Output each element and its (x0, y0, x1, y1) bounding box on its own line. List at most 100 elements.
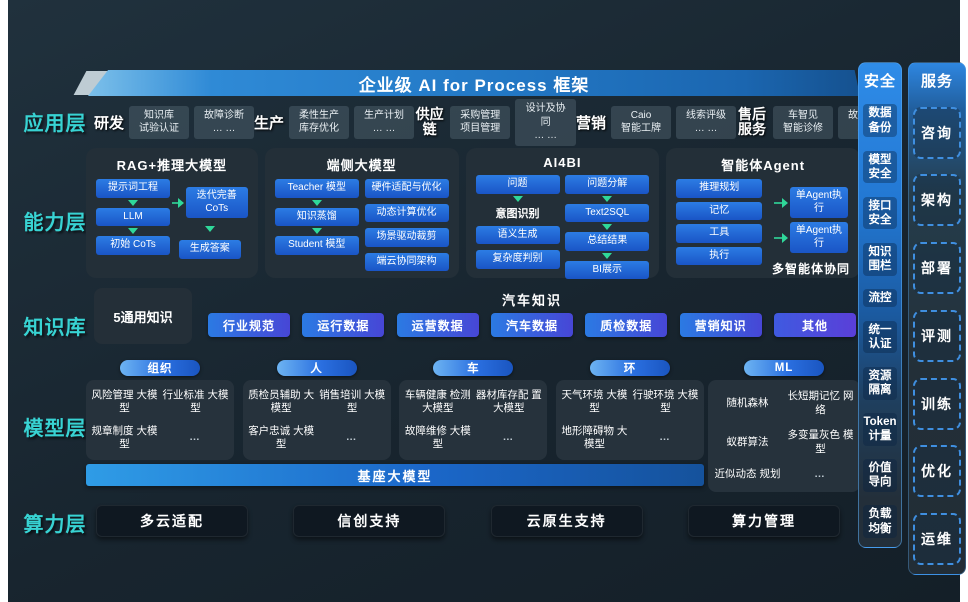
compute-item: 信创支持 (293, 505, 446, 537)
model-item: 天气环境 大模型 (561, 388, 628, 414)
security-item: Token计量 (863, 412, 897, 446)
security-column: 安全 数据备份 模型安全 接口安全 知识围栏 流控 统一认证 资源隔离 Toke… (858, 62, 902, 548)
security-item: 模型安全 (863, 150, 897, 184)
model-column-box: 风险管理 大模型 行业标准 大模型 规章制度 大模型 … (86, 380, 234, 460)
app-group-marketing: 营销 Caio 智能工牌 线索评级 … … (576, 99, 737, 146)
model-item-more: … (189, 431, 202, 444)
flow-chip: 单Agent执行 (789, 222, 848, 253)
knowledge-chip: 行业规范 (208, 313, 290, 337)
app-group-label: 售后服务 (738, 105, 767, 138)
page-title: 企业级 AI for Process 框架 (358, 75, 590, 95)
service-item: 评测 (913, 309, 961, 362)
model-item: 随机森林 (726, 396, 769, 409)
cap-box-ai4bi: AI4BI 问题 意图识别 语义生成 复杂度判别 问题分解 Text (465, 148, 660, 279)
app-group-label: 研发 (94, 114, 125, 132)
security-item: 资源隔离 (863, 366, 897, 400)
app-chip-line: 线索评级 (686, 109, 727, 121)
app-chip-line: 智能工牌 (621, 123, 662, 135)
app-chip: 采购管理 项目管理 (450, 105, 511, 139)
model-item: 销售培训 大模型 (319, 388, 386, 414)
cap-box-title: 智能体Agent (721, 158, 806, 173)
agent-left: 推理规划 记忆 工具 执行 (676, 179, 763, 265)
knowledge-chip: 其他 (773, 313, 856, 337)
app-chip: 故障诊断 … … (194, 105, 255, 139)
edge-list-right: 硬件适配与优化 动态计算优化 场景驱动裁剪 端云协同架构 (364, 179, 449, 271)
model-column-header: 环 (589, 360, 670, 376)
knowledge-chip-row: 行业规范 运行数据 运营数据 汽车数据 质检数据 营销知识 其他 (208, 313, 856, 337)
security-item: 知识围栏 (863, 242, 897, 276)
arrow-down-icon (602, 224, 613, 230)
app-chip-line: … … (372, 123, 396, 135)
security-header: 安全 (863, 73, 896, 90)
list-chip: 端云协同架构 (364, 252, 449, 271)
arrow-down-icon (311, 228, 322, 234)
compute-item: 多云适配 (96, 505, 248, 537)
model-column-header: 车 (433, 360, 514, 376)
app-chip-line: 故障诊断 (204, 109, 245, 121)
model-column-box: 随机森林 长短期记忆 网络 蚁群算法 多变量灰色 模型 近似动态 规划 … (708, 380, 860, 492)
arrow-down-icon (602, 252, 613, 259)
model-item: 长短期记忆 网络 (787, 390, 854, 416)
auto-knowledge-title: 汽车知识 (501, 293, 562, 308)
cap-box-title: 端侧大模型 (326, 158, 397, 173)
model-item: 质检员辅助 大模型 (248, 388, 315, 414)
model-column-vehicle: 车 车辆健康 检测大模型 器材库存配 置大模型 故障维修 大模型 … (399, 360, 548, 460)
model-item: 蚁群算法 (726, 435, 769, 448)
arrow-down-icon (204, 226, 215, 232)
app-chip-line: … … (694, 123, 718, 135)
list-chip: 硬件适配与优化 (364, 179, 449, 198)
flow-step-text: 意图识别 (495, 207, 540, 220)
layer-label-compute: 算力层 (23, 514, 87, 536)
security-item: 负载均衡 (863, 505, 897, 538)
service-item: 训练 (913, 377, 961, 430)
arrow-right-icon (781, 232, 788, 243)
service-item: 架构 (913, 174, 961, 227)
service-item: 优化 (913, 445, 961, 498)
layer-label-model: 模型层 (23, 418, 87, 440)
rag-flow-left: 提示词工程 LLM 初始 CoTs (96, 179, 170, 255)
connector-line (171, 201, 178, 204)
flow-chip: Text2SQL (565, 203, 650, 222)
knowledge-chip: 运营数据 (396, 313, 479, 337)
knowledge-chip: 运行数据 (302, 313, 385, 337)
app-chip-line: 试验认证 (139, 123, 180, 135)
flow-chip: 语义生成 (475, 225, 560, 244)
list-chip: 动态计算优化 (364, 203, 449, 222)
list-chip: 场景驱动裁剪 (364, 228, 449, 247)
connector-line (773, 236, 782, 239)
service-header: 服务 (920, 73, 953, 90)
base-model-bar: 基座大模型 (86, 464, 704, 486)
model-column-header: ML (744, 360, 824, 376)
model-item: 地形障碍物 大模型 (561, 424, 628, 450)
service-item: 部署 (913, 242, 961, 295)
model-item: 规章制度 大模型 (91, 424, 158, 450)
app-group-label: 营销 (576, 114, 607, 132)
security-item: 统一认证 (863, 320, 897, 354)
agent-right: 单Agent执行 单Agent执行 多智能体协同 (772, 187, 850, 277)
app-chip: 线索评级 … … (676, 105, 737, 139)
app-group-label: 供应链 (415, 105, 444, 138)
list-chip: 工具 (676, 224, 763, 243)
app-chip-line: 项目管理 (460, 123, 501, 135)
app-chip-line: 智能诊修 (783, 123, 824, 135)
flow-chip: LLM (96, 207, 170, 226)
model-column-ml: ML 随机森林 长短期记忆 网络 蚁群算法 多变量灰色 模型 近似动态 规划 … (708, 360, 860, 492)
flow-chip: 复杂度判别 (475, 250, 560, 269)
flow-chip: 迭代完善 CoTs (185, 187, 248, 218)
general-knowledge-box: 5通用知识 (94, 288, 192, 344)
app-chip-line: 采购管理 (460, 109, 501, 121)
cap-box-title: AI4BI (543, 155, 582, 170)
multi-agent-note: 多智能体协同 (771, 262, 850, 276)
model-item: 行业标准 大模型 (162, 388, 229, 414)
compute-item: 云原生支持 (490, 505, 643, 537)
model-item: 车辆健康 检测大模型 (404, 388, 471, 414)
model-column-box: 天气环境 大模型 行驶环境 大模型 地形障碍物 大模型 … (555, 380, 704, 460)
app-chip: 柔性生产 库存优化 (289, 105, 350, 139)
layer-label-knowledge: 知识库 (23, 317, 87, 339)
flow-chip: 提示词工程 (96, 179, 170, 198)
arrow-down-icon (128, 228, 138, 234)
cap-box-title: RAG+推理大模型 (116, 158, 228, 173)
arrow-down-icon (311, 199, 322, 206)
flow-chip: Student 模型 (274, 236, 359, 255)
